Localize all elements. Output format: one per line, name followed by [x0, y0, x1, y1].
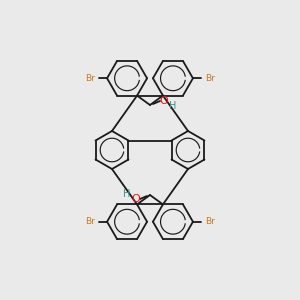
Text: Br: Br [85, 74, 95, 83]
Text: H: H [123, 189, 131, 199]
Text: Br: Br [85, 217, 95, 226]
Text: Br: Br [205, 74, 215, 83]
Text: Br: Br [205, 217, 215, 226]
Text: H: H [169, 101, 177, 111]
Text: O: O [132, 194, 140, 204]
Text: O: O [160, 96, 168, 106]
